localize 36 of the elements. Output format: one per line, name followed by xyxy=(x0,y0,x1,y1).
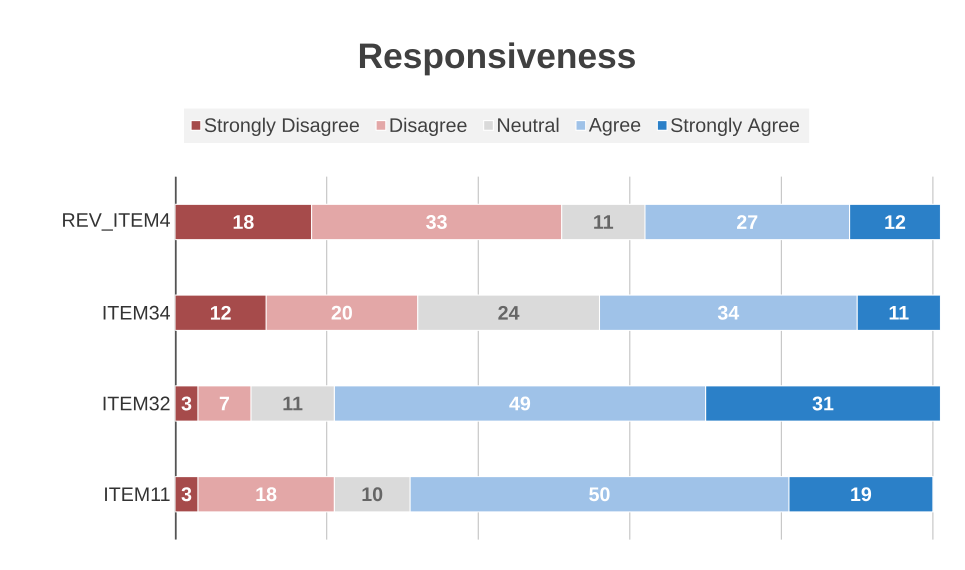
data-label: 19 xyxy=(851,487,872,502)
data-label: 7 xyxy=(220,396,230,410)
data-label: 18 xyxy=(234,215,254,229)
data-label: 11 xyxy=(890,306,909,320)
data-label: 11 xyxy=(594,215,614,229)
data-label: 49 xyxy=(509,396,530,410)
data-label: 11 xyxy=(283,396,302,410)
chart-title: Responsiveness xyxy=(360,42,635,76)
data-label: 33 xyxy=(426,215,447,229)
legend-label: Strongly Agree xyxy=(671,118,800,136)
bar xyxy=(849,204,940,240)
data-label: 27 xyxy=(737,215,758,229)
data-label: 3 xyxy=(182,487,192,502)
bar xyxy=(175,204,312,240)
data-label: 12 xyxy=(210,306,231,320)
bar xyxy=(175,294,267,331)
data-label: 18 xyxy=(256,487,276,502)
bar xyxy=(705,385,940,422)
legend-label: Agree xyxy=(588,118,640,136)
data-label: 20 xyxy=(332,306,352,320)
y-tick-label: ITEM11 xyxy=(105,487,170,501)
data-label: 31 xyxy=(812,396,834,410)
y-tick-label: REV_ITEM4 xyxy=(63,213,170,231)
data-label: 10 xyxy=(362,487,382,502)
data-label: 3 xyxy=(182,396,192,410)
bar xyxy=(856,294,940,331)
data-label: 24 xyxy=(498,306,520,320)
data-label: 12 xyxy=(885,215,906,229)
legend-label: Disagree xyxy=(390,118,467,136)
bar xyxy=(788,476,934,512)
legend-label: Neutral xyxy=(498,118,558,132)
y-tick-label: ITEM34 xyxy=(104,306,170,320)
data-label: 34 xyxy=(718,306,740,320)
data-label: 50 xyxy=(589,487,610,502)
legend-label: Strongly Disagree xyxy=(204,118,359,136)
y-tick-label: ITEM32 xyxy=(104,396,170,410)
